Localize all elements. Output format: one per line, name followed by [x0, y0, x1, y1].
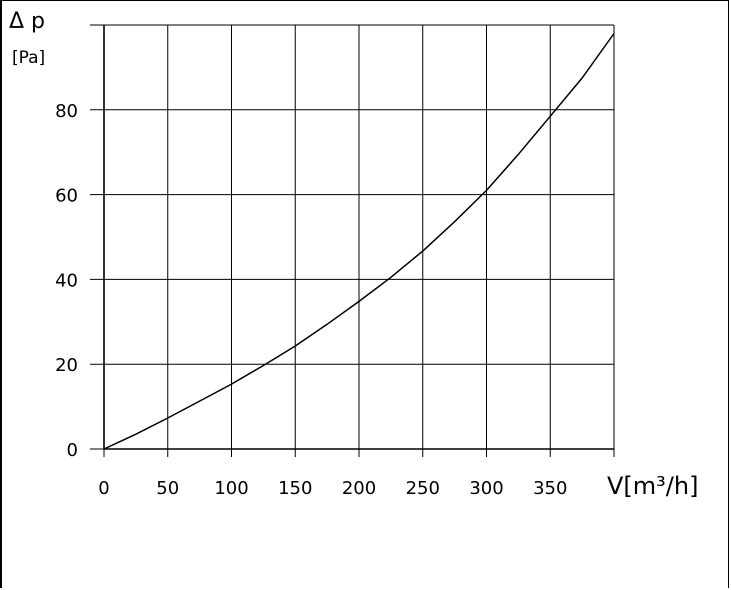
- x-tick-label: 50: [156, 478, 179, 499]
- y-tick-label: 80: [55, 101, 78, 122]
- x-tick-label: 150: [278, 478, 312, 499]
- series-line: [103, 33, 615, 450]
- tick-labels: 0 50 100 150 200 250 300 350 0 20 40 60 80: [55, 101, 567, 499]
- y-tick-label: 0: [67, 440, 78, 461]
- y-tick-label: 40: [55, 270, 78, 291]
- y-tick-label: 20: [55, 355, 78, 376]
- x-tick-label: 300: [469, 478, 503, 499]
- y-axis-symbol: Δ p: [9, 9, 45, 34]
- x-tick-label: 0: [98, 478, 109, 499]
- grid: [90, 24, 615, 457]
- x-tick-label: 350: [533, 478, 567, 499]
- x-tick-label: 250: [406, 478, 440, 499]
- x-axis-label: V[m³/h]: [607, 472, 698, 500]
- y-tick-label: 60: [55, 186, 78, 207]
- x-tick-label: 100: [214, 478, 248, 499]
- x-tick-label: 200: [342, 478, 376, 499]
- y-axis-unit: [Pa]: [12, 48, 45, 68]
